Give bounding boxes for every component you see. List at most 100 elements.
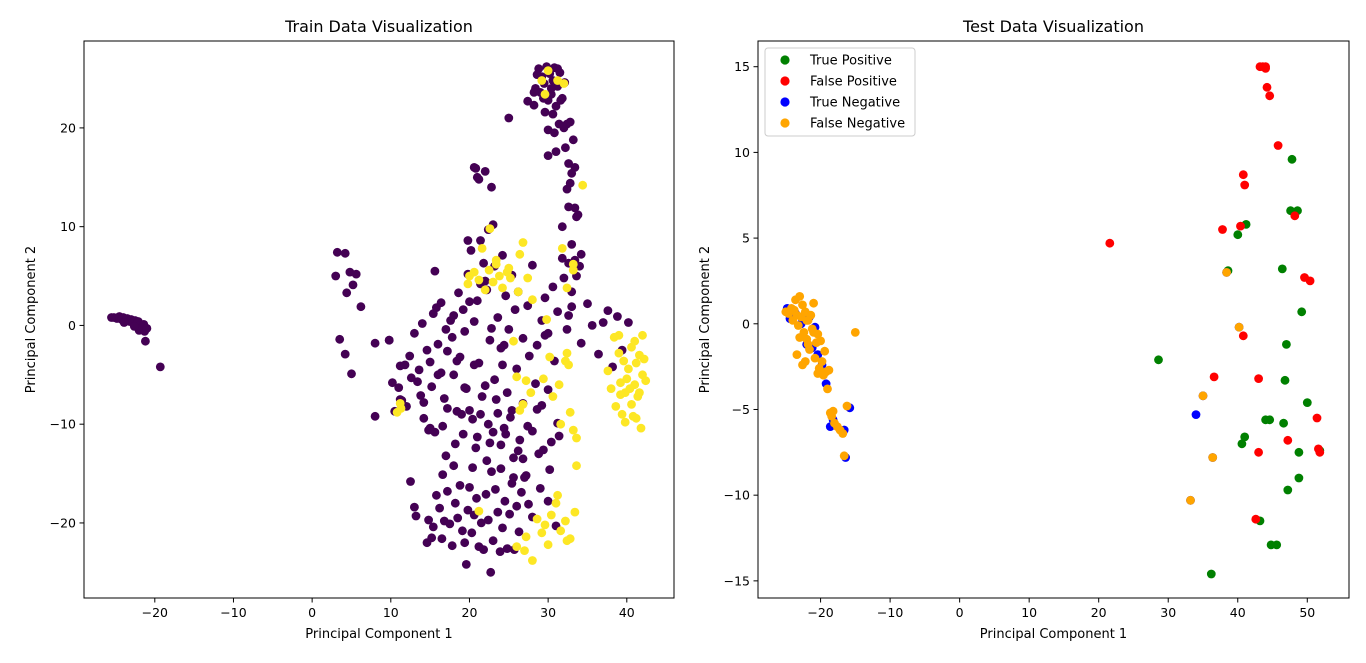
data-point: [437, 534, 447, 544]
series-2: [782, 268, 1244, 505]
data-point: [463, 236, 473, 245]
data-point: [155, 362, 165, 372]
data-point: [394, 383, 404, 392]
data-point: [1273, 141, 1283, 150]
data-point: [502, 544, 512, 553]
data-point: [809, 298, 818, 308]
data-point: [578, 180, 588, 190]
data-point: [631, 358, 641, 368]
data-point: [546, 510, 556, 520]
data-point: [491, 485, 500, 494]
data-point: [630, 336, 640, 346]
data-point: [469, 360, 479, 370]
chart-title: Test Data Visualization: [962, 17, 1144, 36]
data-point: [490, 375, 499, 385]
data-point: [517, 487, 526, 497]
data-point: [624, 364, 633, 374]
data-point: [561, 143, 570, 153]
data-point: [495, 271, 504, 281]
data-point: [509, 336, 518, 346]
data-point: [628, 411, 638, 421]
data-point: [622, 374, 632, 384]
data-point: [548, 109, 558, 119]
data-point: [487, 324, 496, 333]
data-point: [559, 79, 569, 88]
x-tick-label: 10: [1021, 605, 1037, 620]
data-point: [617, 409, 627, 419]
data-point: [539, 374, 548, 384]
data-point: [540, 293, 550, 303]
data-point: [543, 540, 553, 550]
data-point: [518, 454, 528, 464]
data-point: [416, 391, 426, 400]
data-point: [463, 279, 473, 289]
data-point: [572, 461, 581, 471]
data-point: [483, 515, 493, 525]
data-point: [488, 427, 498, 437]
data-point: [476, 236, 485, 245]
data-point: [532, 405, 542, 414]
data-point: [520, 546, 529, 555]
y-tick-label: 20: [60, 120, 76, 135]
data-point: [526, 388, 536, 397]
data-point: [488, 277, 498, 287]
data-point: [428, 309, 438, 318]
data-point: [493, 408, 503, 418]
data-points: [781, 62, 1325, 579]
data-point: [433, 339, 443, 349]
data-point: [422, 345, 432, 355]
data-point: [567, 302, 577, 312]
data-point: [453, 513, 463, 523]
data-point: [842, 401, 852, 411]
data-point: [445, 519, 455, 529]
data-point: [513, 287, 523, 297]
data-point: [565, 407, 575, 417]
data-point: [443, 486, 452, 496]
data-point: [454, 288, 463, 298]
data-point: [523, 273, 533, 283]
data-point: [548, 282, 558, 292]
data-point: [472, 296, 482, 306]
data-point: [1233, 230, 1243, 240]
data-point: [620, 417, 630, 427]
data-point: [576, 249, 586, 259]
x-tick-label: 0: [308, 605, 316, 620]
data-point: [556, 95, 566, 105]
data-point: [335, 334, 345, 344]
data-point: [540, 107, 550, 117]
data-point: [1209, 372, 1219, 382]
series-1: [392, 66, 651, 565]
data-point: [432, 490, 441, 500]
data-point: [461, 560, 471, 569]
data-point: [340, 248, 350, 258]
data-point: [465, 297, 474, 307]
data-point: [488, 536, 498, 546]
data-point: [1282, 340, 1291, 349]
x-tick-label: 10: [383, 605, 399, 620]
data-point: [594, 349, 603, 359]
y-tick-label: 0: [742, 316, 750, 331]
data-point: [483, 419, 493, 429]
data-point: [428, 522, 438, 532]
data-point: [570, 203, 580, 213]
x-tick-label: −20: [142, 605, 168, 620]
data-point: [572, 433, 581, 443]
data-point: [411, 511, 421, 521]
x-axis-label: Principal Component 1: [980, 627, 1127, 642]
data-point: [614, 348, 624, 358]
legend-entry: True Negative: [809, 96, 900, 111]
data-point: [501, 291, 511, 301]
data-point: [477, 392, 487, 401]
data-point: [449, 370, 459, 380]
data-point: [561, 516, 570, 526]
data-point: [518, 400, 528, 409]
data-point: [562, 325, 572, 334]
data-point: [449, 461, 459, 471]
data-point: [1208, 453, 1218, 462]
data-point: [496, 440, 506, 450]
data-point: [466, 246, 476, 255]
data-point: [142, 324, 152, 333]
data-point: [1254, 374, 1263, 383]
data-point: [441, 451, 451, 461]
data-point: [792, 350, 802, 359]
